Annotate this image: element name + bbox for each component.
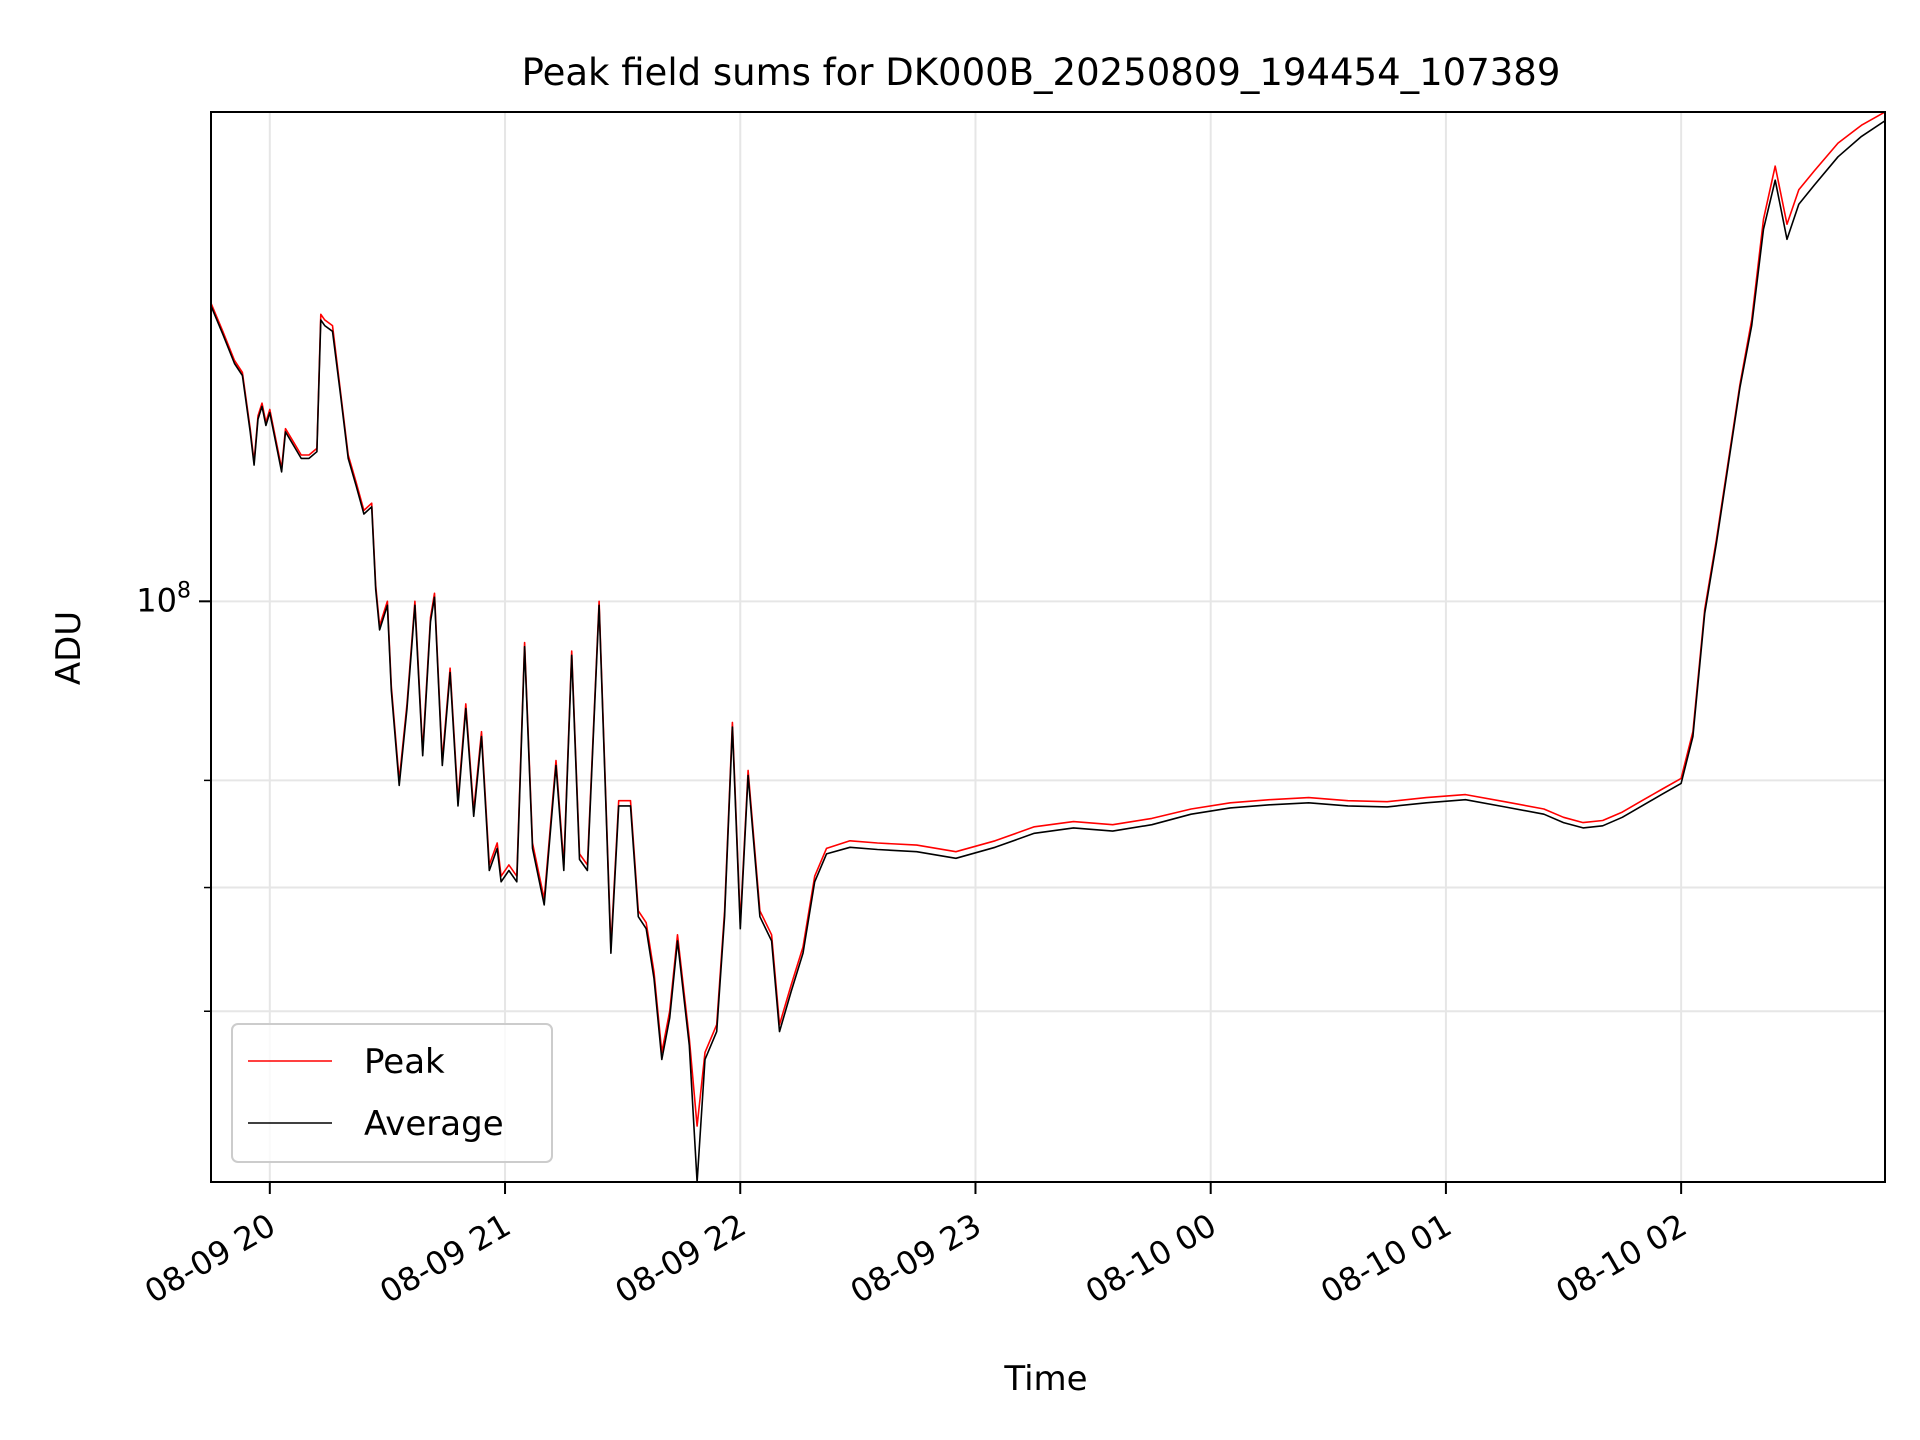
legend: Peak Average <box>231 1023 553 1163</box>
y-tick-label: 108 <box>136 578 191 619</box>
chart-title: Peak field sums for DK000B_20250809_1944… <box>522 51 1561 94</box>
y-axis-ticks: 108 <box>136 578 211 1012</box>
axes-frame <box>210 111 1886 1183</box>
x-axis-label: Time <box>1003 1359 1087 1399</box>
plot-area <box>211 112 1885 1182</box>
legend-label-average: Average <box>364 1104 504 1144</box>
series-line-average <box>211 120 1885 1182</box>
legend-label-peak: Peak <box>364 1042 445 1082</box>
grid-lines <box>211 112 1885 1182</box>
y-axis-label: ADU <box>49 611 89 685</box>
legend-box <box>231 1023 553 1163</box>
